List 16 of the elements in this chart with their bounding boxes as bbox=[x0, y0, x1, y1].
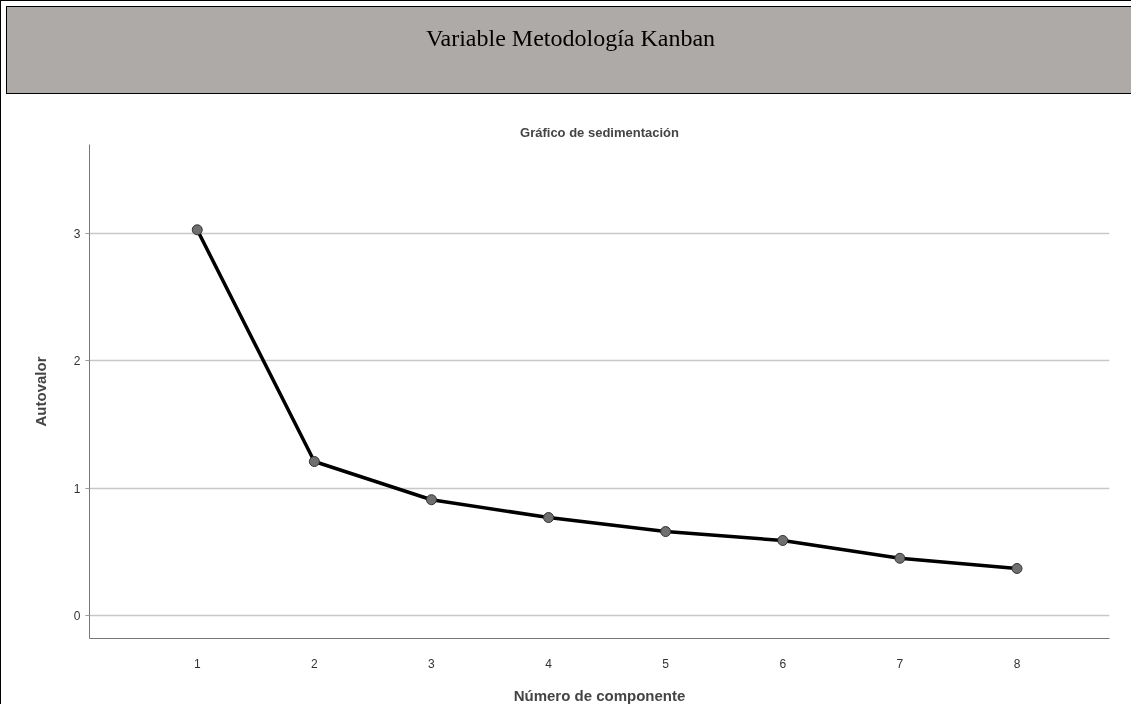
x-tick-label: 3 bbox=[428, 656, 436, 671]
x-tick-label: 7 bbox=[896, 656, 904, 671]
y-tick-label: 0 bbox=[73, 609, 81, 624]
x-tick-label: 1 bbox=[193, 656, 201, 671]
x-tick-label: 4 bbox=[545, 656, 553, 671]
y-tick-label: 2 bbox=[73, 354, 81, 369]
x-tick-label: 8 bbox=[1013, 656, 1021, 671]
y-tick-label: 3 bbox=[73, 227, 81, 242]
x-tick-label: 5 bbox=[662, 656, 670, 671]
x-tick-label: 2 bbox=[311, 656, 319, 671]
y-axis-title: Autovalor bbox=[31, 356, 49, 427]
x-axis-title: Número de componente bbox=[513, 686, 686, 704]
y-tick-label: 1 bbox=[73, 481, 81, 496]
chart-subtitle: Gráfico de sedimentación bbox=[520, 124, 680, 140]
chart-title: Variable Metodología Kanban bbox=[425, 24, 716, 53]
x-tick-label: 6 bbox=[779, 656, 787, 671]
